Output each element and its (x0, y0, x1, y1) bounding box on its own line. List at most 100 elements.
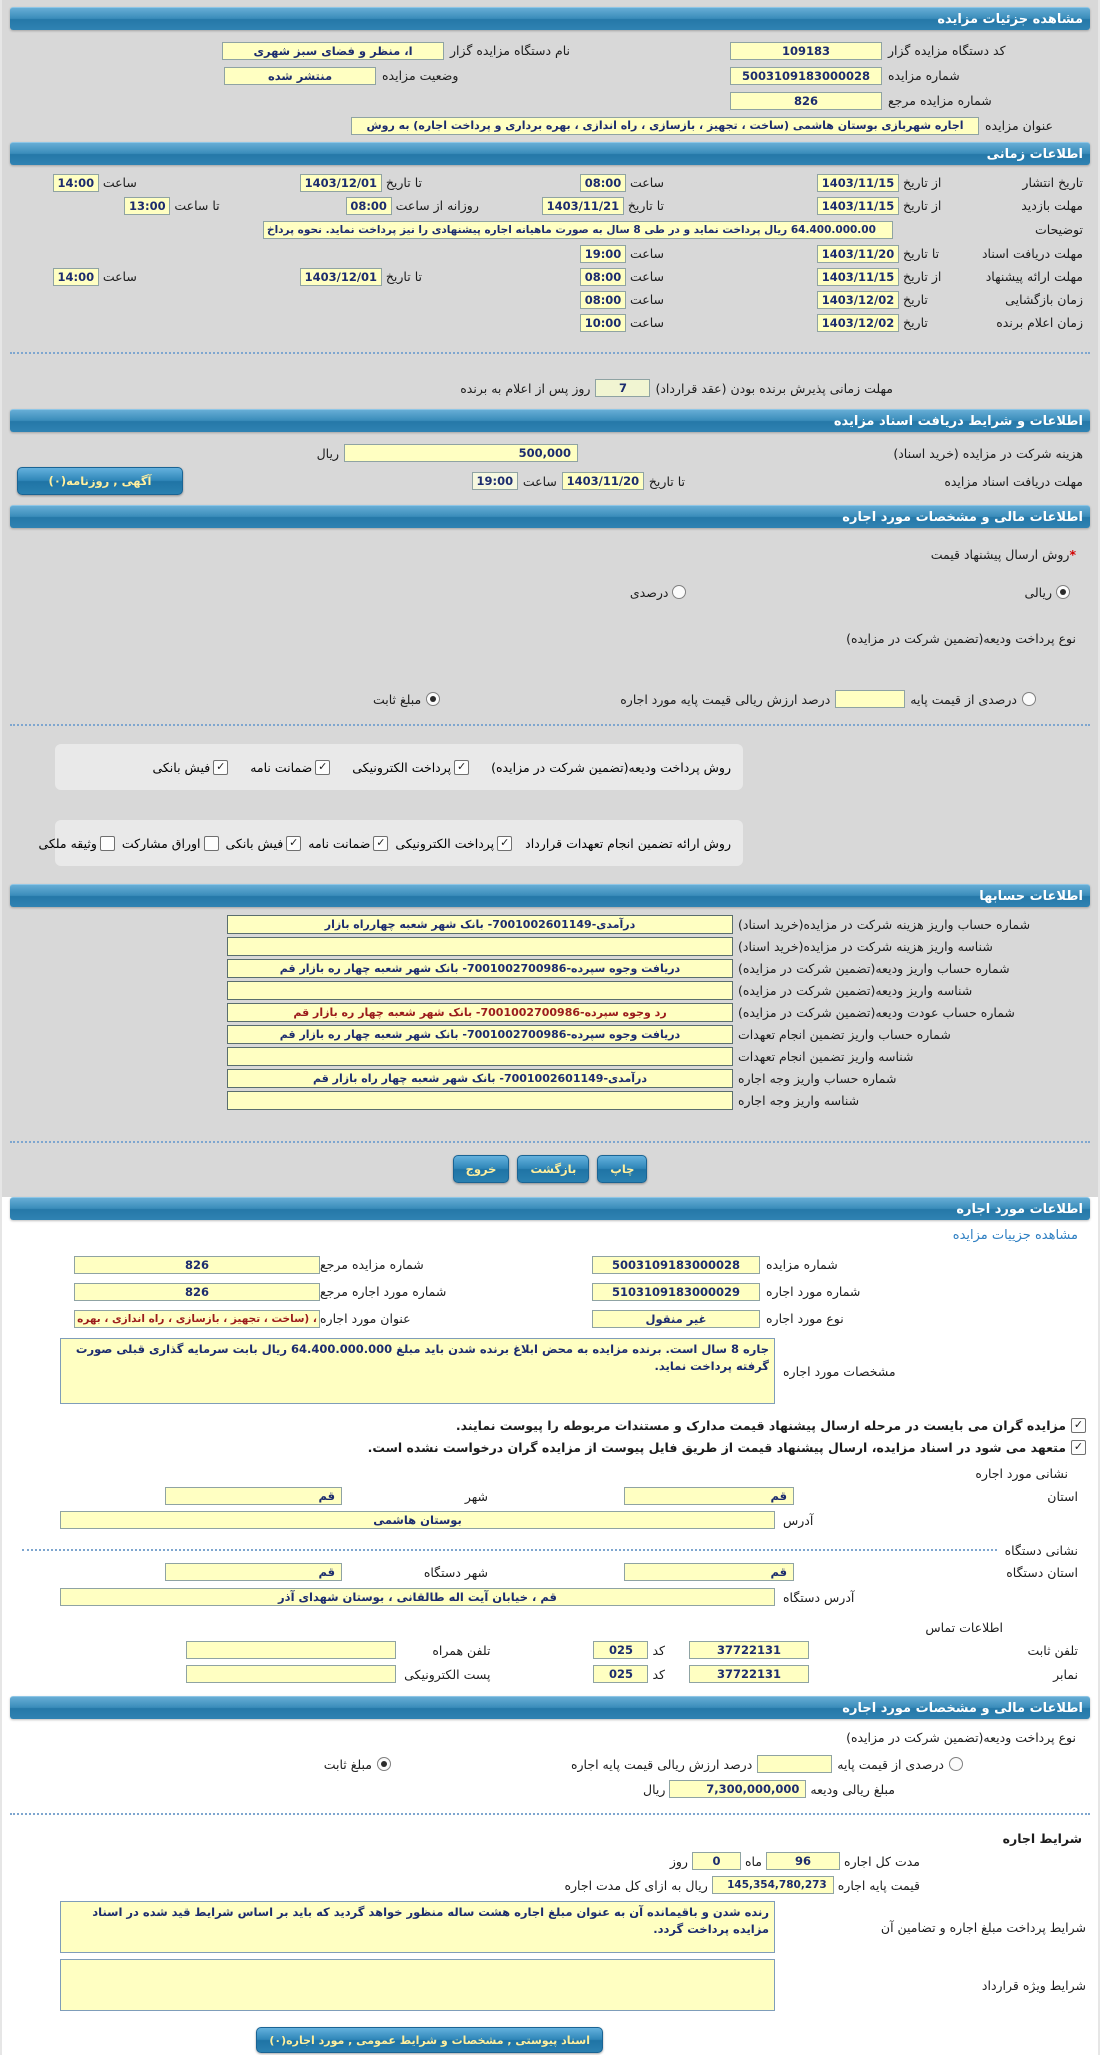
percent-of-base-radio[interactable] (1022, 692, 1036, 706)
account-field[interactable] (227, 1090, 733, 1110)
phone-code-field[interactable]: 025 (593, 1641, 649, 1659)
no-attached-file-checkbox[interactable] (1071, 1439, 1086, 1455)
view-auction-details-link[interactable]: مشاهده جزییات مزایده (952, 1228, 1078, 1243)
rent-item-type-field[interactable]: غیر منقول (592, 1309, 760, 1328)
section-title: اطلاعات حسابها (979, 888, 1083, 904)
percent-of-base-radio[interactable] (949, 1757, 963, 1771)
section-header-rent-financial: اطلاعات مالی و مشخصات مورد اجاره (10, 1696, 1090, 1719)
address-field[interactable]: بوستان هاشمی (60, 1511, 775, 1529)
contract-accept-days-field[interactable]: 7 (595, 379, 651, 397)
rent-item-specs-field[interactable]: جاره 8 سال است. برنده مزایده به محض ابلا… (60, 1338, 775, 1404)
offer-to-time-field[interactable]: 14:00 (52, 267, 99, 286)
percent-of-base-field[interactable] (757, 1755, 833, 1773)
email-field[interactable] (186, 1665, 397, 1683)
deposit-type-label: نوع پرداخت ودیعه(تضمین شرکت در مزایده) (846, 630, 1076, 646)
publish-from-date-field[interactable]: 1403/11/15 (817, 173, 899, 192)
visit-from-time-field[interactable]: 08:00 (345, 196, 392, 215)
province-field[interactable]: قم (624, 1487, 794, 1505)
base-price-field[interactable]: 145,354,780,273 (711, 1876, 834, 1894)
auction-status-field[interactable]: منتشر شده (224, 66, 376, 85)
visit-to-date-field[interactable]: 1403/11/21 (541, 196, 624, 215)
account-field[interactable]: درآمدی-7001002601149- بانک شهر شعبه چهار… (227, 914, 733, 934)
guarantee-letter-checkbox[interactable] (315, 759, 331, 775)
rent-days-field[interactable]: 0 (691, 1852, 741, 1870)
payment-terms-field[interactable]: رنده شدن و باقیمانده آن به عنوان مبلغ اج… (60, 1901, 775, 1953)
publisher-name-label: نام دستگاه مزایده گزار (450, 43, 571, 58)
publish-from-time-field[interactable]: 08:00 (579, 173, 626, 192)
docs-deadline-date-field[interactable]: 1403/11/20 (561, 472, 644, 490)
rent-terms-title: شرایط اجاره (1002, 1830, 1082, 1846)
bank-receipt-checkbox[interactable] (286, 835, 302, 851)
rent-item-number-field[interactable]: 5103109183000029 (592, 1282, 760, 1301)
account-row: شماره حساب واریز وجه اجاره درآمدی-700100… (2, 1067, 1098, 1089)
electronic-payment-checkbox[interactable] (454, 759, 470, 775)
electronic-payment-checkbox[interactable] (497, 835, 513, 851)
opening-date-field[interactable]: 1403/12/02 (817, 290, 899, 309)
rial-radio[interactable] (1056, 585, 1070, 599)
account-row: شناسه واریز ودیعه(تضمین شرکت در مزایده) (2, 979, 1098, 1001)
participation-bonds-checkbox[interactable] (203, 835, 219, 851)
rent-months-field[interactable]: 96 (766, 1852, 841, 1870)
fax-field[interactable]: 37722131 (689, 1665, 809, 1683)
winner-time-field[interactable]: 10:00 (579, 313, 626, 332)
docs-receive-date-field[interactable]: 1403/11/20 (817, 244, 899, 263)
notes-field[interactable]: 64.400.000.00 ریال پرداخت نماید و در طی … (263, 220, 893, 239)
special-terms-field[interactable] (60, 1959, 775, 2011)
visit-to-time-field[interactable]: 13:00 (124, 196, 171, 215)
org-city-field[interactable]: قم (165, 1563, 342, 1581)
exit-button[interactable]: خروج (452, 1155, 510, 1183)
print-button[interactable]: چاپ (597, 1155, 648, 1183)
bank-receipt-checkbox[interactable] (213, 759, 229, 775)
opening-time-field[interactable]: 08:00 (579, 290, 626, 309)
ads-newspaper-button[interactable]: آگهی , روزنامه(۰) (17, 467, 183, 495)
offer-deadline-label: مهلت ارائه پیشنهاد (985, 269, 1083, 284)
account-field[interactable] (227, 980, 733, 1000)
account-label: شناسه واریز هزینه شرکت در مزایده(خرید اس… (738, 938, 993, 954)
publish-to-date-field[interactable]: 1403/12/01 (299, 173, 382, 192)
visit-from-date-field[interactable]: 1403/11/15 (817, 196, 899, 215)
auction-ref-field[interactable]: 826 (74, 1255, 320, 1274)
participation-fee-field[interactable]: 500,000 (344, 444, 578, 462)
org-province-field[interactable]: قم (624, 1563, 794, 1581)
account-field[interactable]: دریافت وجوه سپرده-7001002700986- بانک شه… (227, 958, 733, 978)
account-field[interactable]: درآمدی-7001002601149- بانک شهر شعبه چهار… (227, 1068, 733, 1088)
percent-radio[interactable] (672, 585, 687, 599)
city-field[interactable]: قم (165, 1487, 342, 1505)
auction-status-label: وضعیت مزایده (382, 68, 459, 83)
account-field[interactable]: رد وجوه سپرده-7001002700986- بانک شهر شع… (227, 1002, 733, 1022)
fixed-amount-radio[interactable] (426, 692, 441, 706)
org-address-field[interactable]: قم ، خیابان آیت اله طالقانی ، بوستان شهد… (60, 1588, 775, 1606)
fixed-amount-radio[interactable] (376, 1757, 391, 1771)
mobile-field[interactable] (186, 1641, 397, 1659)
publisher-name-field[interactable]: ا، منظر و فضای سبز شهری (222, 41, 444, 60)
deposit-amount-field[interactable]: 7,300,000,000 (669, 1780, 807, 1798)
account-field[interactable]: دریافت وجوه سپرده-7001002700986- بانک شه… (227, 1024, 733, 1044)
percent-of-base-field[interactable] (835, 690, 906, 708)
back-button[interactable]: بازگشت (517, 1155, 590, 1183)
auction-number-field[interactable]: 5003109183000028 (730, 66, 882, 85)
auction-number-field[interactable]: 5003109183000028 (592, 1255, 760, 1274)
phone-field[interactable]: 37722131 (689, 1641, 809, 1659)
rent-item-ref-field[interactable]: 826 (74, 1282, 320, 1301)
publish-to-time-field[interactable]: 14:00 (52, 173, 99, 192)
auction-ref-field[interactable]: 826 (730, 91, 882, 110)
docs-receive-time-field[interactable]: 19:00 (579, 244, 626, 263)
auction-subject-field[interactable]: اجاره شهربازی بوستان هاشمی (ساخت ، تجهیز… (351, 116, 979, 135)
auction-code-field[interactable]: 109183 (730, 41, 882, 60)
attachments-button[interactable]: اسناد پیوستی , مشخصات و شرایط عمومی , مو… (256, 2027, 603, 2053)
account-label: شناسه واریز تضمین انجام تعهدات (738, 1048, 914, 1064)
attach-docs-checkbox[interactable] (1071, 1417, 1086, 1433)
rent-item-title-field[interactable]: ، (ساخت ، تجهیز ، بازسازی ، راه اندازی ،… (74, 1309, 320, 1328)
fax-code-field[interactable]: 025 (593, 1665, 649, 1683)
property-collateral-checkbox[interactable] (99, 835, 115, 851)
guarantee-letter-checkbox[interactable] (373, 835, 389, 851)
winner-date-field[interactable]: 1403/12/02 (817, 313, 899, 332)
offer-to-date-field[interactable]: 1403/12/01 (299, 267, 382, 286)
offer-from-date-field[interactable]: 1403/11/15 (817, 267, 899, 286)
auction-ref-label: شماره مزایده مرجع (320, 1257, 424, 1272)
account-field[interactable] (227, 1046, 733, 1066)
account-field[interactable] (227, 936, 733, 956)
offer-from-time-field[interactable]: 08:00 (579, 267, 626, 286)
docs-deadline-time-field[interactable]: 19:00 (471, 472, 518, 490)
